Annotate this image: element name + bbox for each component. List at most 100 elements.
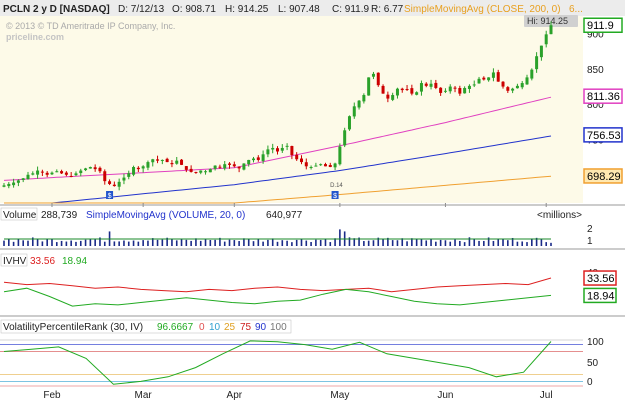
volume-bar xyxy=(339,229,341,246)
volume-label[interactable]: Volume xyxy=(3,210,37,221)
month-label: Mar xyxy=(135,390,153,400)
candle-body xyxy=(74,173,78,176)
vpr-line xyxy=(3,340,552,385)
candle-body xyxy=(386,94,390,99)
candle-body xyxy=(223,164,227,169)
low-label: L: 907.48 xyxy=(278,4,320,15)
candle-body xyxy=(199,170,203,173)
candle-body xyxy=(26,174,30,180)
price-badge-label: 698.29 xyxy=(587,171,621,183)
volume-bar xyxy=(478,240,480,246)
symbol-label[interactable]: PCLN 2 y D [NASDAQ] xyxy=(3,4,110,15)
volume-bar xyxy=(161,239,164,246)
hi-tag xyxy=(524,15,578,27)
volume-sma-label[interactable]: SimpleMovingAvg (VOLUME, 20, 0) xyxy=(86,210,245,221)
volume-sma-value: 640,977 xyxy=(266,210,303,221)
event-label: D.14 xyxy=(330,183,343,189)
volume-bar xyxy=(185,239,188,246)
vpr-label[interactable]: VolatilityPercentileRank (30, IV) xyxy=(3,322,143,333)
volume-bar xyxy=(420,239,423,246)
volume-bar xyxy=(233,240,236,246)
candle-body xyxy=(367,77,371,96)
month-label: May xyxy=(330,390,349,400)
volume-bar xyxy=(27,240,29,246)
price-tick-label: 900 xyxy=(587,30,604,41)
candle-body xyxy=(400,88,404,91)
volume-bar xyxy=(276,241,279,246)
volume-bar xyxy=(209,240,212,246)
candle-body xyxy=(232,164,236,167)
volume-bar xyxy=(377,237,380,246)
volume-bar xyxy=(507,240,509,246)
candle-body xyxy=(477,78,481,84)
candle-body xyxy=(117,181,121,187)
candle-body xyxy=(549,25,553,35)
candle-body xyxy=(491,72,495,78)
volume-bar xyxy=(473,239,476,246)
volume-bar xyxy=(353,238,356,246)
candle-body xyxy=(525,77,529,85)
candle-body xyxy=(208,169,212,173)
volume-bar xyxy=(127,241,130,246)
candle-body xyxy=(261,154,265,162)
volume-bar xyxy=(516,241,519,246)
candle-body xyxy=(136,167,140,170)
volume-panel xyxy=(0,207,583,247)
volume-bar xyxy=(444,240,447,246)
volume-bar xyxy=(31,237,34,246)
candle-body xyxy=(213,165,217,169)
volume-bar xyxy=(65,241,68,246)
volume-bar xyxy=(238,241,240,246)
volume-bar xyxy=(199,240,202,246)
ivhv-label[interactable]: IVHV xyxy=(3,256,27,267)
candle-body xyxy=(122,177,126,181)
volume-bar xyxy=(262,241,264,246)
volume-bar xyxy=(22,240,24,246)
volume-bar xyxy=(137,241,140,246)
month-label: Jul xyxy=(540,390,553,400)
candle-body xyxy=(391,95,395,100)
sma-line-3 xyxy=(4,175,552,204)
sma-line-2 xyxy=(4,135,552,204)
candle-body xyxy=(362,95,366,102)
volume-bar xyxy=(271,238,274,246)
volume-value: 288,739 xyxy=(41,210,78,221)
candle-body xyxy=(84,168,88,171)
candle-body xyxy=(472,84,476,86)
candle-body xyxy=(328,165,332,168)
volume-bar xyxy=(483,240,485,246)
volume-bar xyxy=(545,242,548,246)
candle-body xyxy=(338,146,342,165)
volume-bar xyxy=(459,240,461,246)
candle-body xyxy=(415,92,419,95)
hv-line xyxy=(3,287,552,307)
volume-bar xyxy=(329,242,332,246)
candle-body xyxy=(506,87,510,91)
volume-bar xyxy=(492,240,495,246)
volume-bar xyxy=(531,238,533,246)
candle-body xyxy=(36,170,40,175)
volume-bar xyxy=(415,239,418,246)
candle-body xyxy=(132,167,136,175)
volume-bar xyxy=(3,240,5,246)
hi-tag-label: Hi: 914.25 xyxy=(527,16,568,26)
price-badge-label: 911.9 xyxy=(587,20,614,32)
price-tick-label: 850 xyxy=(587,65,604,76)
candle-body xyxy=(371,73,375,77)
volume-bar xyxy=(358,237,360,246)
dividend-event-icon xyxy=(331,191,339,199)
vpr-label-box xyxy=(0,319,292,334)
candle-body xyxy=(108,181,112,184)
overlay-sma-label[interactable]: SimpleMovingAvg (CLOSE, 200, 0) xyxy=(404,4,561,15)
candle-body xyxy=(175,160,179,164)
candle-body xyxy=(276,148,279,152)
candle-body xyxy=(247,159,251,165)
candle-body xyxy=(285,145,289,147)
volume-bar xyxy=(526,242,528,246)
vpr-value: 96.6667 xyxy=(157,322,194,333)
volume-bar xyxy=(195,238,197,246)
volume-bar xyxy=(411,238,413,246)
volume-bar xyxy=(118,241,120,246)
volume-bar xyxy=(291,242,293,246)
iv-line xyxy=(3,277,552,293)
